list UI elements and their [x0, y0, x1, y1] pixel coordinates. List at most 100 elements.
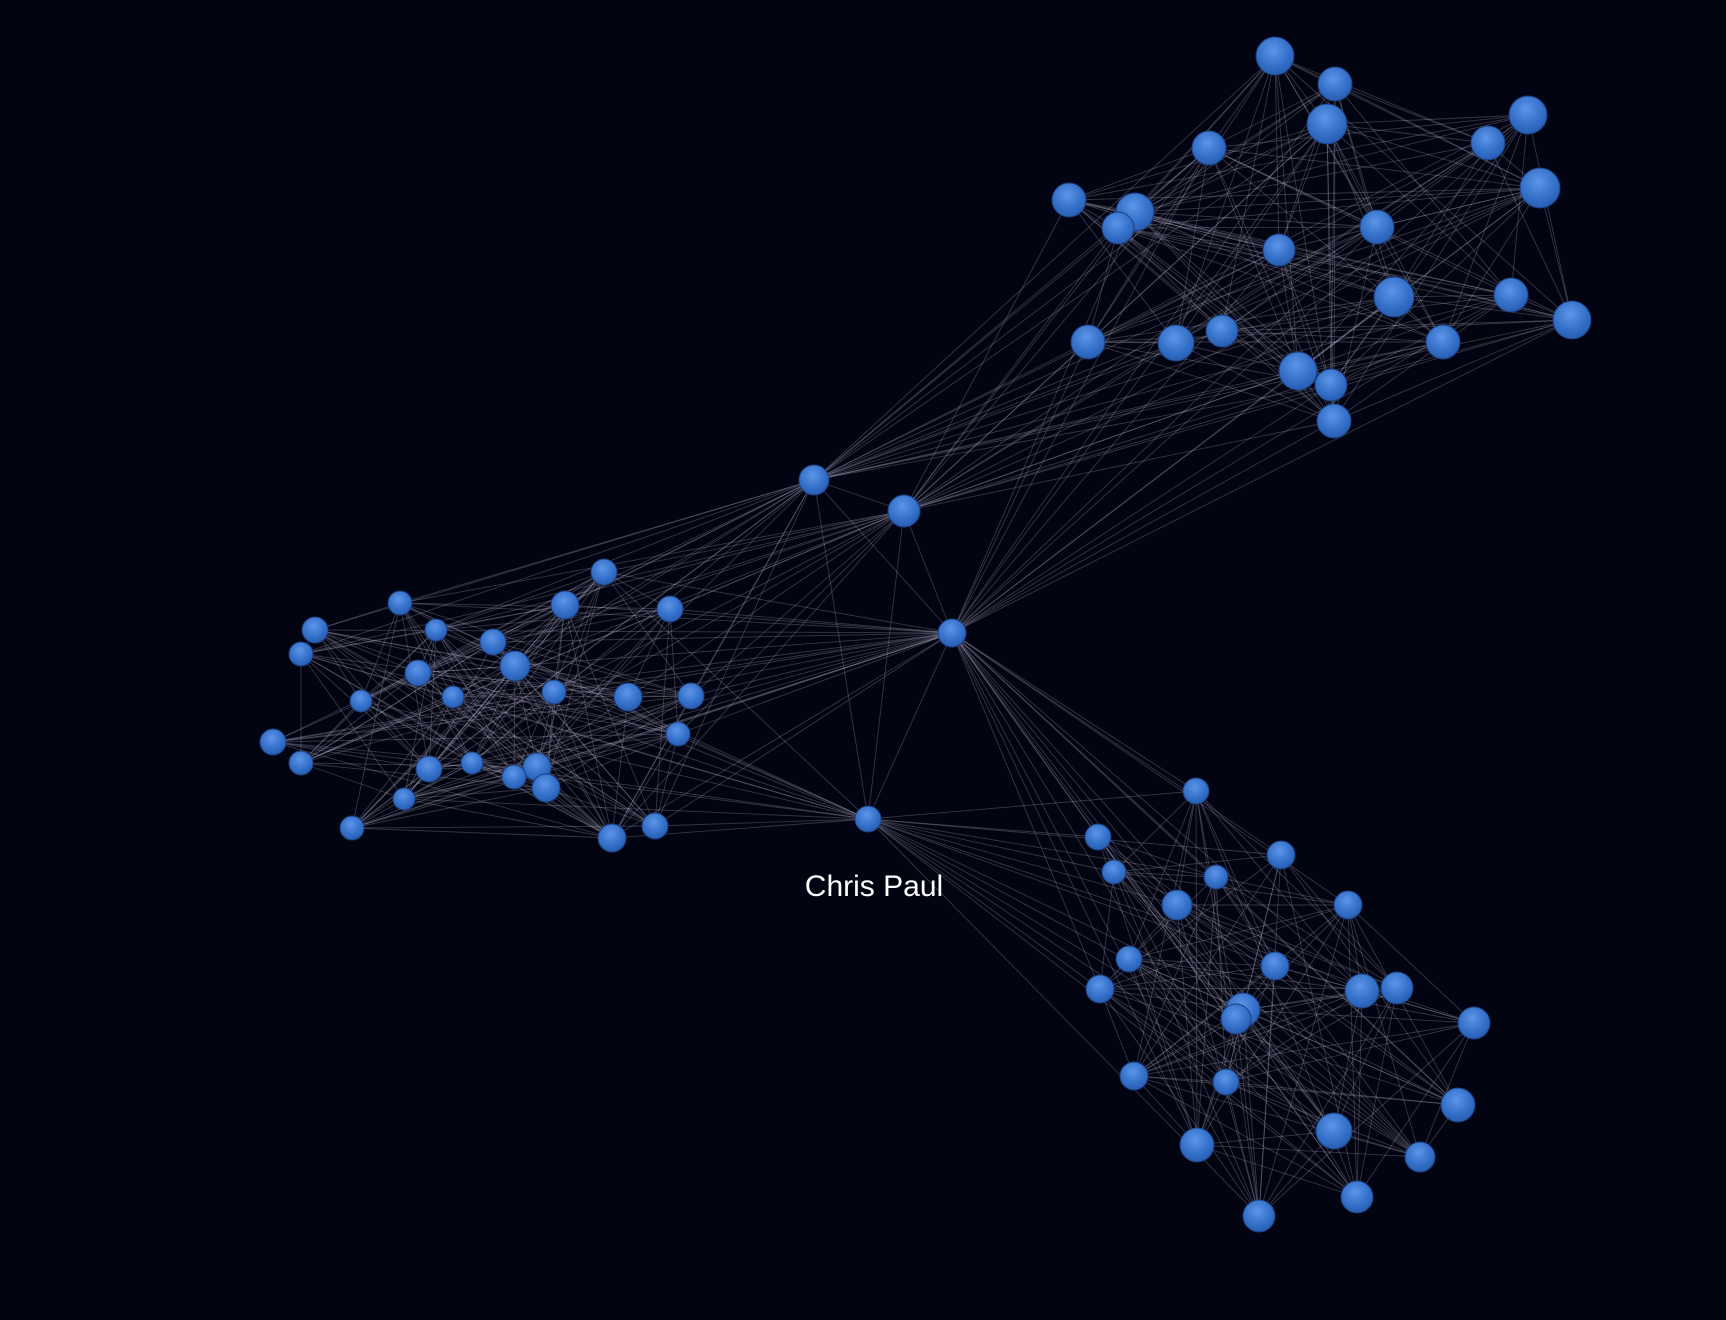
cluster-upper-right-node[interactable]: [1317, 66, 1353, 102]
edge: [272, 741, 538, 768]
cluster-left-node[interactable]: [288, 641, 314, 667]
edge: [1242, 854, 1282, 1011]
edge: [1347, 904, 1421, 1158]
cluster-left-node[interactable]: [424, 618, 448, 642]
edge: [867, 818, 1358, 1198]
cluster-upper-right-node[interactable]: [1157, 324, 1195, 362]
edge: [903, 420, 1335, 512]
cluster-upper-right-node[interactable]: [1359, 209, 1395, 245]
cluster-left-node[interactable]: [665, 721, 691, 747]
cluster-lower-right-node[interactable]: [1380, 971, 1414, 1005]
cluster-upper-right-node[interactable]: [1373, 276, 1415, 318]
cluster-left-node[interactable]: [259, 728, 287, 756]
edge: [1176, 904, 1363, 992]
cluster-left-node[interactable]: [656, 595, 684, 623]
bridge-node[interactable]: [937, 618, 967, 648]
cluster-lower-right-node[interactable]: [1212, 1068, 1240, 1096]
cluster-lower-right-node[interactable]: [1220, 1003, 1252, 1035]
edge: [1334, 83, 1489, 144]
cluster-upper-right-node[interactable]: [1314, 368, 1348, 402]
cluster-left-node[interactable]: [541, 679, 567, 705]
cluster-left-node[interactable]: [404, 659, 432, 687]
edge: [514, 665, 613, 839]
edge: [1225, 1022, 1475, 1083]
cluster-left-node[interactable]: [590, 558, 618, 586]
cluster-left-node[interactable]: [641, 812, 669, 840]
cluster-upper-right-node[interactable]: [1101, 211, 1135, 245]
edge: [1099, 988, 1244, 1011]
cluster-lower-right-node[interactable]: [1260, 951, 1290, 981]
edge: [1134, 187, 1541, 213]
cluster-left-node[interactable]: [613, 682, 643, 712]
cluster-left-node[interactable]: [415, 755, 443, 783]
bridge-node[interactable]: [798, 464, 830, 496]
cluster-lower-right-node[interactable]: [1344, 973, 1380, 1009]
cluster-upper-right-node[interactable]: [1316, 403, 1352, 439]
edge: [492, 479, 815, 643]
cluster-upper-right-node[interactable]: [1519, 167, 1561, 209]
edge: [1113, 871, 1217, 878]
cluster-lower-right-node[interactable]: [1161, 889, 1193, 921]
edge: [1393, 296, 1573, 321]
cluster-lower-right-node[interactable]: [1340, 1180, 1374, 1214]
cluster-upper-right-node[interactable]: [1255, 36, 1295, 76]
cluster-left-node[interactable]: [501, 764, 527, 790]
cluster-lower-right-node[interactable]: [1333, 890, 1363, 920]
cluster-upper-right-node[interactable]: [1191, 130, 1227, 166]
cluster-upper-right-node[interactable]: [1051, 182, 1087, 218]
cluster-lower-right-node[interactable]: [1085, 974, 1115, 1004]
cluster-lower-right-node[interactable]: [1242, 1199, 1276, 1233]
edge: [1258, 965, 1276, 1217]
cluster-left-node[interactable]: [550, 590, 580, 620]
cluster-upper-right-node[interactable]: [1493, 277, 1529, 313]
edge: [690, 510, 905, 697]
cluster-lower-right-node[interactable]: [1182, 777, 1210, 805]
cluster-left-node[interactable]: [460, 751, 484, 775]
cluster-lower-right-node[interactable]: [1084, 823, 1112, 851]
cluster-left-node[interactable]: [441, 685, 465, 709]
cluster-upper-right-node[interactable]: [1552, 300, 1592, 340]
bridge-node[interactable]: [887, 494, 921, 528]
cluster-lower-right-node[interactable]: [1315, 1112, 1353, 1150]
edge: [903, 294, 1512, 512]
cluster-lower-right-node[interactable]: [1101, 859, 1127, 885]
cluster-upper-right-node[interactable]: [1470, 125, 1506, 161]
chris-paul-node[interactable]: [854, 805, 882, 833]
cluster-upper-right-node[interactable]: [1070, 324, 1106, 360]
edge: [1099, 988, 1135, 1077]
edge: [1133, 1018, 1237, 1077]
cluster-upper-right-node[interactable]: [1262, 233, 1296, 267]
cluster-lower-right-node[interactable]: [1404, 1141, 1436, 1173]
cluster-lower-right-node[interactable]: [1119, 1061, 1149, 1091]
edge: [627, 608, 671, 698]
cluster-left-node[interactable]: [392, 787, 416, 811]
cluster-upper-right-node[interactable]: [1425, 324, 1461, 360]
cluster-upper-right-node[interactable]: [1508, 95, 1548, 135]
edge: [1326, 123, 1395, 298]
cluster-upper-right-node[interactable]: [1306, 103, 1348, 145]
cluster-left-node[interactable]: [349, 689, 373, 713]
cluster-lower-right-node[interactable]: [1203, 864, 1229, 890]
edge: [951, 211, 1136, 634]
cluster-upper-right-node[interactable]: [1205, 314, 1239, 348]
cluster-lower-right-node[interactable]: [1115, 945, 1143, 973]
cluster-left-node[interactable]: [499, 650, 531, 682]
cluster-left-node[interactable]: [339, 815, 365, 841]
edge: [351, 787, 547, 829]
edge: [903, 319, 1573, 512]
cluster-left-node[interactable]: [288, 750, 314, 776]
cluster-lower-right-node[interactable]: [1457, 1006, 1491, 1040]
cluster-left-node[interactable]: [301, 616, 329, 644]
cluster-left-node[interactable]: [479, 628, 507, 656]
edge: [611, 733, 679, 839]
cluster-left-node[interactable]: [677, 682, 705, 710]
cluster-lower-right-node[interactable]: [1266, 840, 1296, 870]
cluster-lower-right-node[interactable]: [1179, 1127, 1215, 1163]
cluster-left-node[interactable]: [387, 590, 413, 616]
cluster-upper-right-node[interactable]: [1278, 351, 1318, 391]
cluster-left-node[interactable]: [531, 773, 561, 803]
cluster-left-node[interactable]: [597, 823, 627, 853]
edge: [1539, 187, 1573, 321]
cluster-lower-right-node[interactable]: [1440, 1087, 1476, 1123]
